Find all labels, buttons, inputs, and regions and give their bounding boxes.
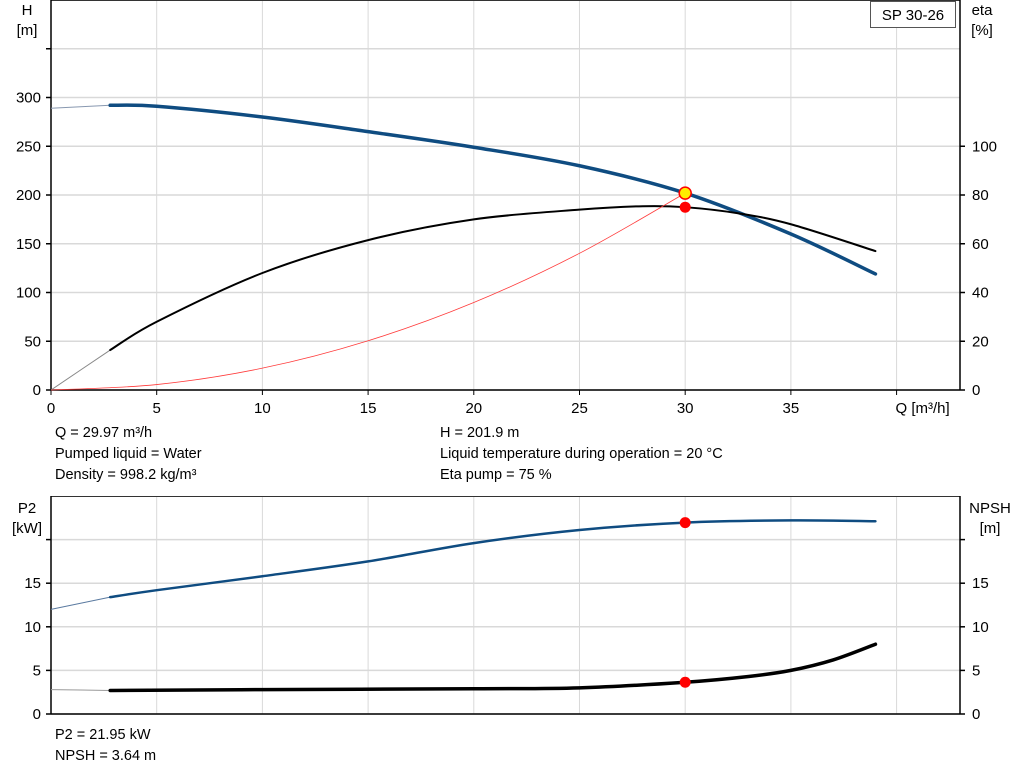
y-tick-label: 250 <box>16 138 41 155</box>
y2-tick-label: 0 <box>972 382 980 399</box>
y2-axis-label: [m] <box>980 520 1001 537</box>
npsh-curve-extrapolated <box>50 689 111 691</box>
duty-npsh-point <box>679 676 691 688</box>
y2-tick-label: 0 <box>972 706 980 723</box>
npsh-curve <box>108 642 878 693</box>
head-curve <box>108 103 878 276</box>
y2-tick-label: 100 <box>972 138 997 155</box>
y2-axis-label: [%] <box>971 22 993 39</box>
info-flow: Q = 29.97 m³/h <box>55 425 153 441</box>
x-tick-label: 10 <box>254 400 271 417</box>
duty-head-point <box>678 186 692 200</box>
info-liquid: Pumped liquid = Water <box>55 446 202 462</box>
y-axis-label: H <box>22 2 33 19</box>
y-tick-label: 0 <box>33 382 41 399</box>
y-tick-label: 100 <box>16 285 41 302</box>
duty-eta-point <box>679 201 691 213</box>
y2-tick-label: 15 <box>972 575 989 592</box>
p2-curve <box>108 519 877 599</box>
y-tick-label: 150 <box>16 236 41 253</box>
x-tick-label: 30 <box>677 400 694 417</box>
info-eta: Eta pump = 75 % <box>440 467 552 483</box>
info-npsh: NPSH = 3.64 m <box>55 748 157 764</box>
info-p2: P2 = 21.95 kW <box>55 727 151 743</box>
p2-curve-extrapolated <box>50 596 111 610</box>
duty-p2-point <box>679 517 691 529</box>
x-tick-label: 0 <box>47 400 55 417</box>
y2-axis-label: eta <box>972 2 994 19</box>
y-tick-label: 15 <box>24 575 41 592</box>
y2-tick-label: 10 <box>972 619 989 636</box>
y2-tick-label: 40 <box>972 285 989 302</box>
y-axis-label: P2 <box>18 500 36 517</box>
y-tick-label: 300 <box>16 90 41 107</box>
y2-tick-label: 20 <box>972 333 989 350</box>
system-curve <box>50 192 686 391</box>
eta-curve-extrapolated <box>50 349 111 391</box>
y-tick-label: 10 <box>24 619 41 636</box>
x-tick-label: 20 <box>465 400 482 417</box>
x-tick-label: 5 <box>153 400 161 417</box>
y-axis-label: [m] <box>17 22 38 39</box>
info-head: H = 201.9 m <box>440 425 520 441</box>
info-temperature: Liquid temperature during operation = 20… <box>440 446 723 462</box>
y2-tick-label: 60 <box>972 236 989 253</box>
y2-axis-label: NPSH <box>969 500 1011 517</box>
head-curve-extrapolated <box>50 104 111 109</box>
y-tick-label: 200 <box>16 187 41 204</box>
pump-model-label: SP 30-26 <box>870 1 956 28</box>
x-axis-label: Q [m³/h] <box>895 400 949 417</box>
y-tick-label: 50 <box>24 333 41 350</box>
x-tick-label: 15 <box>360 400 377 417</box>
y2-tick-label: 80 <box>972 187 989 204</box>
y2-tick-label: 5 <box>972 662 980 679</box>
x-tick-label: 35 <box>783 400 800 417</box>
y-axis-label: [kW] <box>12 520 42 537</box>
eta-curve <box>109 205 877 352</box>
x-tick-label: 25 <box>571 400 588 417</box>
y-tick-label: 5 <box>33 662 41 679</box>
y-tick-label: 0 <box>33 706 41 723</box>
info-density: Density = 998.2 kg/m³ <box>55 467 197 483</box>
